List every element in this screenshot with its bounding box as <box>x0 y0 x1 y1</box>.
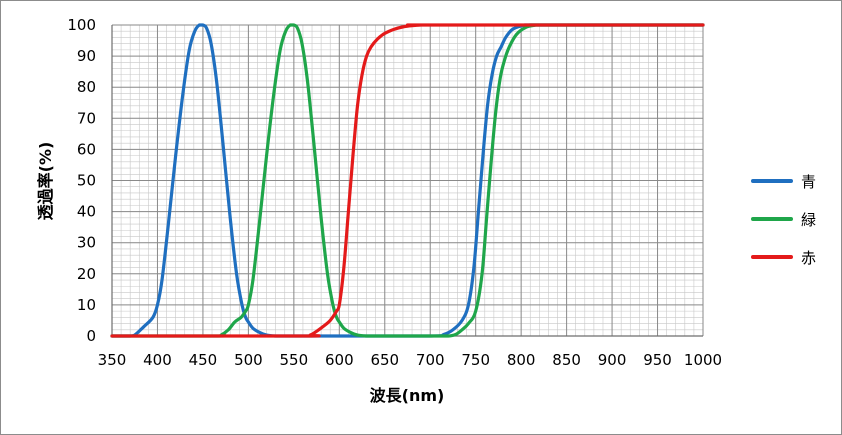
y-tick-label: 40 <box>77 203 96 221</box>
series-line-green <box>110 23 705 338</box>
series-line-red <box>110 23 705 338</box>
legend-label-green: 緑 <box>801 211 816 229</box>
x-tick-label: 900 <box>598 351 627 369</box>
y-tick-label: 70 <box>77 109 96 127</box>
y-tick-label: 60 <box>77 140 96 158</box>
x-tick-label: 600 <box>325 351 354 369</box>
x-tick-label: 700 <box>416 351 445 369</box>
y-axis-title: 透過率(%) <box>36 142 55 221</box>
series-lines <box>110 23 705 338</box>
series-line-blue <box>110 23 705 338</box>
x-axis-title: 波長(nm) <box>370 386 445 405</box>
x-tick-label: 500 <box>234 351 263 369</box>
y-tick-label: 0 <box>86 327 96 345</box>
legend-label-blue: 青 <box>801 173 816 191</box>
x-tick-label: 400 <box>143 351 172 369</box>
y-axis-tick-labels: 0 10 20 30 40 50 60 70 80 90 100 <box>67 16 96 345</box>
legend: 青 緑 赤 <box>751 173 816 267</box>
x-tick-label: 450 <box>189 351 218 369</box>
x-axis-tick-labels: 350 400 450 500 550 600 650 700 750 800 850 900 950 1… <box>98 351 722 369</box>
y-tick-label: 20 <box>77 265 96 283</box>
y-tick-label: 100 <box>67 16 96 34</box>
legend-label-red: 赤 <box>801 249 816 267</box>
y-tick-label: 50 <box>77 172 96 190</box>
y-tick-label: 90 <box>77 47 96 65</box>
x-tick-label: 550 <box>280 351 309 369</box>
x-tick-label: 800 <box>507 351 536 369</box>
x-tick-label: 650 <box>370 351 399 369</box>
x-tick-label: 750 <box>461 351 490 369</box>
y-tick-label: 80 <box>77 78 96 96</box>
x-tick-label: 950 <box>643 351 672 369</box>
major-gridlines <box>111 24 704 337</box>
x-tick-label: 850 <box>552 351 581 369</box>
y-tick-label: 10 <box>77 296 96 314</box>
y-tick-label: 30 <box>77 234 96 252</box>
x-tick-label: 350 <box>98 351 127 369</box>
x-tick-label: 1000 <box>684 351 722 369</box>
